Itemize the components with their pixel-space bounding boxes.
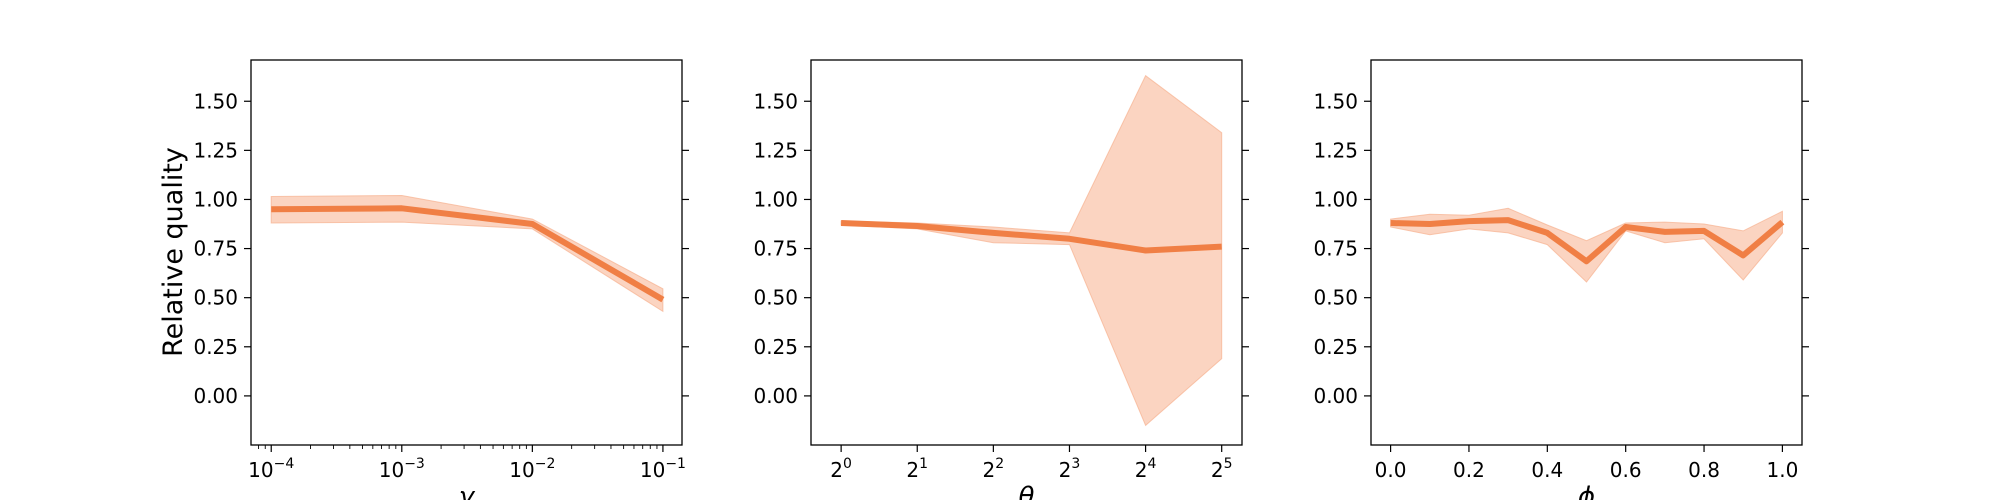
x-axis-label-gamma: γ (459, 482, 476, 500)
phi-ytick-label: 0.00 (1313, 384, 1358, 408)
plot-area-theta (810, 59, 1243, 446)
gamma-xtick-label: 10−3 (379, 456, 425, 482)
theta-ytick-label: 1.25 (753, 138, 798, 162)
theta-ytick-label: 0.00 (753, 384, 798, 408)
gamma-xtick-label: 10−2 (509, 456, 555, 482)
plot-area-phi (1370, 59, 1803, 446)
theta-ytick-label: 0.75 (753, 237, 798, 261)
phi-ytick-label: 0.25 (1313, 335, 1358, 359)
gamma-ytick-label: 0.50 (193, 286, 238, 310)
gamma-ytick-label: 0.25 (193, 335, 238, 359)
phi-ytick-label: 0.75 (1313, 237, 1358, 261)
y-axis-label: Relative quality (158, 147, 189, 357)
theta-ytick-label: 0.50 (753, 286, 798, 310)
gamma-ytick-label: 0.75 (193, 237, 238, 261)
theta-ytick-label: 1.50 (753, 89, 798, 113)
gamma-ytick-label: 1.50 (193, 89, 238, 113)
phi-ytick-label: 1.25 (1313, 138, 1358, 162)
theta-marks: 0.00 0.25 0.50 0.75 1.00 1.25 1.50 20 21 22 23 24 25 (753, 74, 1249, 482)
gamma-ytick-label: 1.25 (193, 138, 238, 162)
theta-xtick-label: 23 (1059, 456, 1081, 482)
phi-ytick-label: 0.50 (1313, 286, 1358, 310)
theta-xtick-label: 20 (830, 456, 852, 482)
gamma-ytick-label: 1.00 (193, 187, 238, 211)
phi-xtick-label: 0.8 (1688, 458, 1720, 482)
gamma-xtick-label: 10−4 (248, 456, 294, 482)
theta-mean-line (840, 220, 1222, 254)
phi-mean-line (1390, 217, 1785, 265)
x-axis-label-theta: θ (1019, 482, 1035, 500)
gamma-confidence-band (270, 194, 664, 313)
plot-area-gamma (250, 59, 683, 446)
theta-xtick-label: 22 (983, 456, 1005, 482)
theta-xtick-label: 25 (1211, 456, 1233, 482)
theta-ytick-label: 0.25 (753, 335, 798, 359)
x-axis-label-phi: ϕ (1578, 482, 1595, 500)
theta-xtick-label: 24 (1135, 456, 1157, 482)
theta-ytick-label: 1.00 (753, 187, 798, 211)
panel-theta: 0.00 0.25 0.50 0.75 1.00 1.25 1.50 20 21 22 23 24 25… (753, 59, 1249, 500)
phi-xtick-label: 0.2 (1453, 458, 1485, 482)
phi-ytick-label: 1.50 (1313, 89, 1358, 113)
phi-confidence-band (1390, 207, 1783, 283)
gamma-mean-line (271, 205, 665, 303)
phi-xtick-label: 0.4 (1531, 458, 1563, 482)
gamma-marks: 0.00 0.25 0.50 0.75 1.00 1.25 1.50 10−4 10−3 10−2… (193, 89, 689, 482)
gamma-ytick-label: 0.00 (193, 384, 238, 408)
gamma-xtick-label: 10−1 (640, 456, 686, 482)
phi-marks: 0.00 0.25 0.50 0.75 1.00 1.25 1.50 0.0 0.2 0.4 0.6… (1313, 89, 1809, 482)
theta-xtick-label: 21 (906, 456, 928, 482)
panel-phi: 0.00 0.25 0.50 0.75 1.00 1.25 1.50 0.0 0.2 0.4 0.6… (1313, 59, 1809, 500)
panel-gamma: 0.00 0.25 0.50 0.75 1.00 1.25 1.50 10−4 10−3 10−2… (158, 59, 689, 500)
phi-ytick-label: 1.00 (1313, 187, 1358, 211)
phi-xtick-label: 0.6 (1610, 458, 1642, 482)
phi-xtick-label: 1.0 (1767, 458, 1799, 482)
phi-xtick-label: 0.0 (1375, 458, 1407, 482)
